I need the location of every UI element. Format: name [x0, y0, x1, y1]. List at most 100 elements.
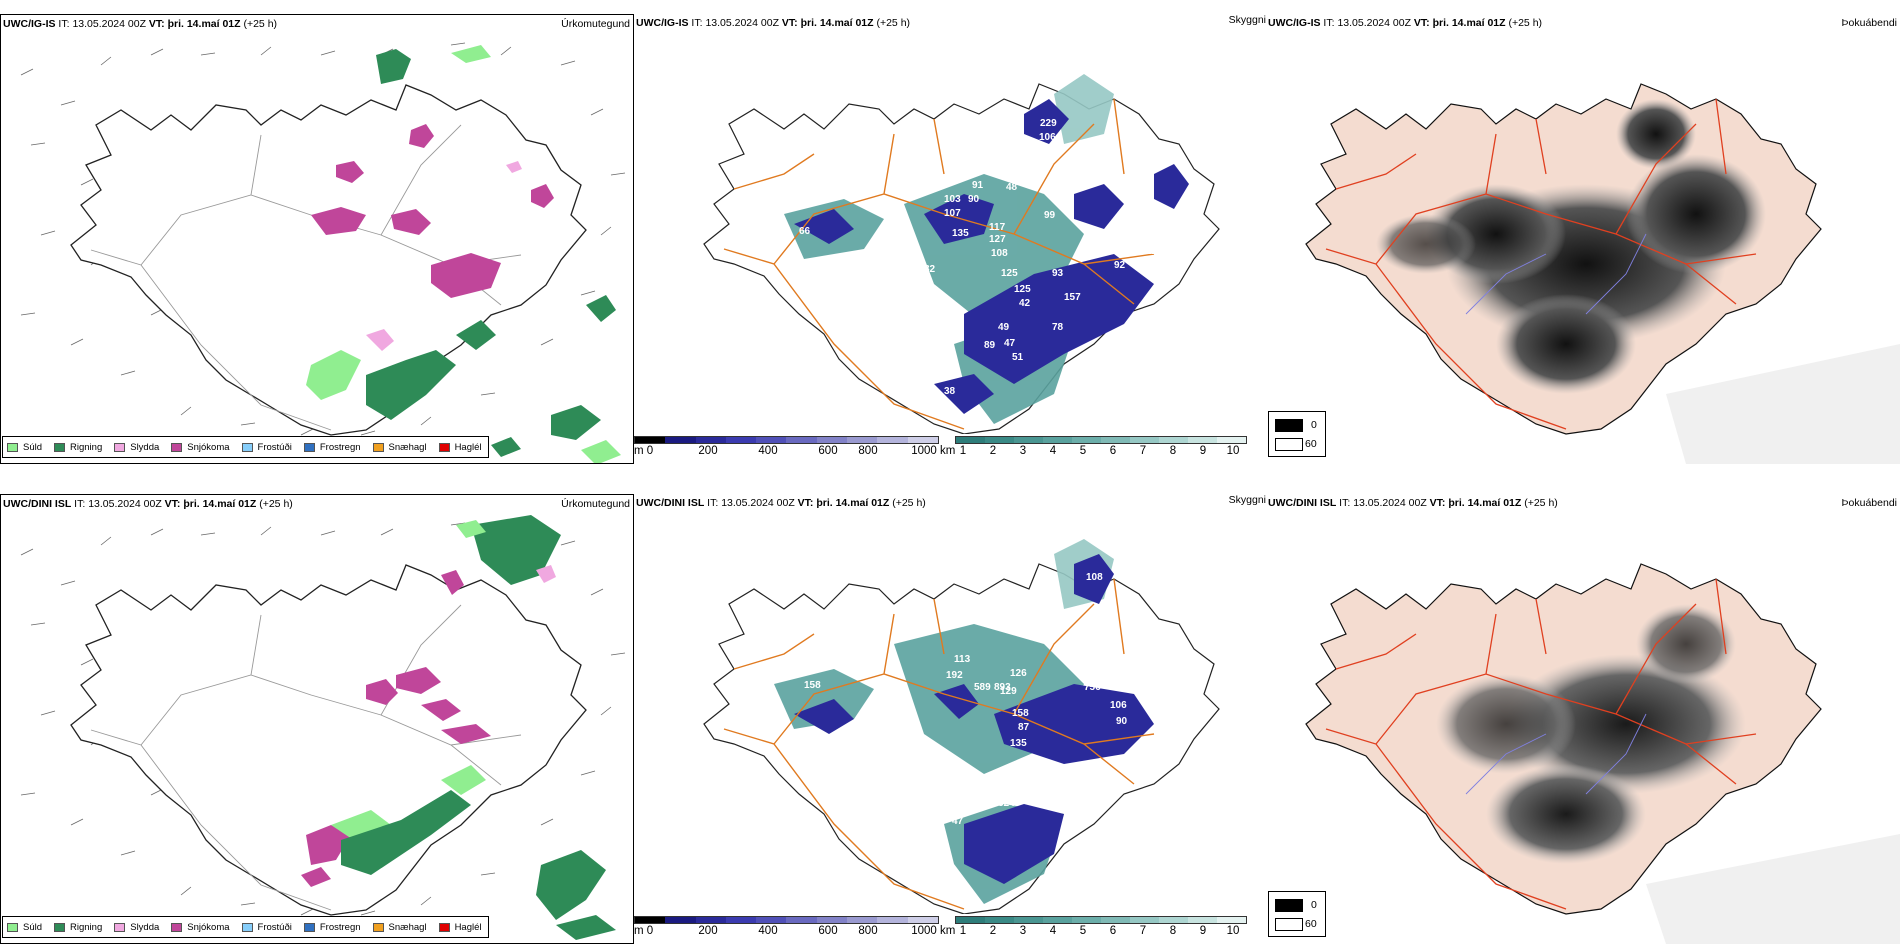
legend-item: Snjókoma: [171, 922, 230, 933]
cloudbase-value: 51: [1054, 798, 1066, 809]
visibility-colorbar: [955, 436, 1247, 444]
visibility-colorbar: [955, 916, 1247, 924]
legend-swatch: [438, 442, 450, 452]
legend-swatch: [372, 442, 384, 452]
height-tick: 200: [698, 445, 718, 457]
cloudbase-value: 135: [1010, 738, 1027, 749]
precip-type-panel-1: UWC/IG-IS IT: 13.05.2024 00Z VT: þri. 14…: [0, 14, 634, 464]
cloudbase-value: 42: [1019, 298, 1031, 309]
visibility-tick: 10: [1226, 925, 1240, 937]
visibility-label: Skyggni: [1228, 494, 1266, 506]
visibility-scale: km 1 2 3 4 5 6 7 8 9 10: [939, 436, 1249, 464]
cloudbase-value: 157: [1064, 292, 1081, 303]
cloudbase-value: 192: [946, 670, 963, 681]
panel-type-label: Úrkomutegund: [561, 18, 630, 30]
cloudbase-panel-1: UWC/IG-IS IT: 13.05.2024 00Z VT: þri. 14…: [634, 14, 1268, 464]
cloudbase-value: 756: [1084, 682, 1101, 693]
visibility-tick: 6: [1109, 445, 1117, 457]
cloudbase-value: 111: [872, 712, 888, 723]
cloudbase-value: 78: [1052, 322, 1064, 333]
cloudbase-value: 113: [954, 654, 971, 665]
cloudbase-value: 106: [964, 166, 981, 177]
panel-type-label: Úrkomutegund: [561, 498, 630, 510]
panel-title: UWC/DINI ISL IT: 13.05.2024 00Z VT: þri.…: [636, 497, 926, 509]
panel-title: UWC/IG-IS IT: 13.05.2024 00Z VT: þri. 14…: [1268, 17, 1543, 29]
cloudbase-value: 48: [1006, 182, 1018, 193]
legend-swatch: [171, 922, 183, 932]
precip-areas: [306, 45, 621, 463]
cloudbase-numbers: 108 158 111 95 113 192 589 893 126 129 3…: [804, 572, 1163, 827]
fog-swatch-white: [1275, 438, 1303, 451]
cloudbase-map: 108 158 111 95 113 192 589 893 126 129 3…: [703, 539, 1220, 914]
cloudbase-value: 33: [904, 386, 916, 397]
legend-swatch: [114, 922, 126, 932]
fog-swatch-black: [1275, 899, 1303, 912]
panel-type-label: Þokuábendi: [1841, 497, 1897, 509]
roads: [90, 604, 522, 911]
legend-item: Frostúði: [241, 922, 292, 933]
cloudbase-value: 79: [899, 238, 911, 249]
precip-map: [20, 515, 626, 940]
cloudbase-value: 80: [889, 254, 901, 265]
cloudbase-value: 158: [804, 680, 821, 691]
visibility-tick: 6: [1109, 925, 1117, 937]
cloudbase-value: 53: [1074, 786, 1086, 797]
legend-item: Súld: [7, 922, 42, 933]
coastline: [70, 84, 587, 436]
cloudbase-value: 129: [1000, 686, 1017, 697]
legend-swatch: [303, 922, 315, 932]
rivers: [1465, 713, 1647, 795]
fog-ocean-haze: [1666, 344, 1900, 464]
panel-title: UWC/DINI ISL IT: 13.05.2024 00Z VT: þri.…: [1268, 497, 1558, 509]
visibility-tick: 10: [1226, 445, 1240, 457]
cloudbase-value: 127: [989, 234, 1006, 245]
cloudbase-value: 90: [968, 194, 980, 205]
cloudbase-value: 89: [984, 340, 996, 351]
visibility-tick: 3: [1019, 925, 1027, 937]
cloudbase-value: 38: [944, 386, 956, 397]
height-scale: m 0 200 400 600 800 1000: [634, 916, 939, 944]
cloudbase-value: 108: [991, 248, 1008, 259]
legend-item: Frostregn: [303, 442, 361, 453]
legend-item: Snjókoma: [171, 442, 230, 453]
cloudbase-value: 47: [1004, 338, 1016, 349]
cloudbase-map: 66 101 79 80 82 103 107 90 106 91 117 13…: [703, 74, 1220, 434]
fog-scale-bottom: 60: [1305, 438, 1317, 450]
legend-swatch: [372, 922, 384, 932]
visibility-label: Skyggni: [1228, 14, 1266, 26]
height-tick: 800: [858, 445, 878, 457]
cloudbase-value: 108: [1086, 572, 1103, 583]
height-tick: 0: [646, 445, 654, 457]
visibility-scale: km 1 2 3 4 5 6 7 8 9 10: [939, 916, 1249, 944]
cloudbase-value: 117: [989, 222, 1006, 233]
legend-swatch: [7, 922, 18, 932]
height-unit: m: [634, 445, 644, 457]
visibility-tick: 1: [959, 445, 967, 457]
fog-scale-top: 0: [1311, 419, 1317, 431]
visibility-tick: 4: [1049, 925, 1057, 937]
cloudbase-value: 106: [1110, 700, 1127, 711]
legend-item: Snæhagl: [372, 442, 427, 453]
cloudbase-panel-2: UWC/DINI ISL IT: 13.05.2024 00Z VT: þri.…: [634, 494, 1268, 944]
cloudbase-value: 107: [1146, 696, 1163, 707]
cloudbase-numbers: 66 101 79 80 82 103 107 90 106 91 117 13…: [762, 118, 1163, 397]
cloudbase-value: 158: [1012, 708, 1029, 719]
cloudbase-value: 92: [1114, 260, 1126, 271]
legend-swatch: [54, 922, 66, 932]
cloudbase-value: 99: [1044, 210, 1056, 221]
fog-map: [1305, 83, 1900, 464]
cloudbase-value: 125: [1001, 268, 1018, 279]
legend-item: Rigning: [54, 922, 102, 933]
fog-swatch-black: [1275, 419, 1303, 432]
visibility-unit: km: [940, 925, 956, 937]
panel-title: UWC/IG-IS IT: 13.05.2024 00Z VT: þri. 14…: [636, 17, 911, 29]
cloudbase-value: 96: [1058, 196, 1070, 207]
panel-title: UWC/IG-IS IT: 13.05.2024 00Z VT: þri. 14…: [3, 18, 278, 30]
visibility-tick: 8: [1169, 925, 1177, 937]
precip-legend: Súld Rigning Slydda Snjókoma Frostúði Fr…: [2, 916, 489, 938]
legend-item: Rigning: [54, 442, 102, 453]
height-unit: m: [634, 925, 644, 937]
height-colorbar: [634, 436, 939, 444]
fog-scale-box: 0 60: [1268, 891, 1326, 937]
cloudbase-value: 90: [1116, 716, 1128, 727]
